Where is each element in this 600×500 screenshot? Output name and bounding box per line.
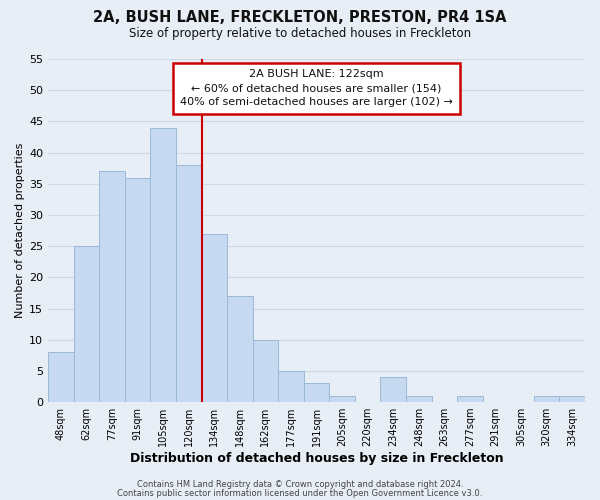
Text: Contains HM Land Registry data © Crown copyright and database right 2024.: Contains HM Land Registry data © Crown c… xyxy=(137,480,463,489)
Bar xyxy=(125,178,151,402)
Bar xyxy=(380,377,406,402)
Text: 2A BUSH LANE: 122sqm
← 60% of detached houses are smaller (154)
40% of semi-deta: 2A BUSH LANE: 122sqm ← 60% of detached h… xyxy=(180,70,453,108)
Bar xyxy=(457,396,483,402)
Bar xyxy=(278,371,304,402)
Bar xyxy=(151,128,176,402)
Bar xyxy=(304,384,329,402)
Bar xyxy=(559,396,585,402)
Bar xyxy=(227,296,253,402)
Bar xyxy=(176,165,202,402)
Text: Size of property relative to detached houses in Freckleton: Size of property relative to detached ho… xyxy=(129,28,471,40)
X-axis label: Distribution of detached houses by size in Freckleton: Distribution of detached houses by size … xyxy=(130,452,503,465)
Bar xyxy=(202,234,227,402)
Text: Contains public sector information licensed under the Open Government Licence v3: Contains public sector information licen… xyxy=(118,488,482,498)
Bar xyxy=(329,396,355,402)
Bar xyxy=(534,396,559,402)
Bar xyxy=(99,172,125,402)
Text: 2A, BUSH LANE, FRECKLETON, PRESTON, PR4 1SA: 2A, BUSH LANE, FRECKLETON, PRESTON, PR4 … xyxy=(93,10,507,25)
Bar xyxy=(253,340,278,402)
Y-axis label: Number of detached properties: Number of detached properties xyxy=(15,143,25,318)
Bar xyxy=(406,396,431,402)
Bar xyxy=(48,352,74,402)
Bar xyxy=(74,246,99,402)
